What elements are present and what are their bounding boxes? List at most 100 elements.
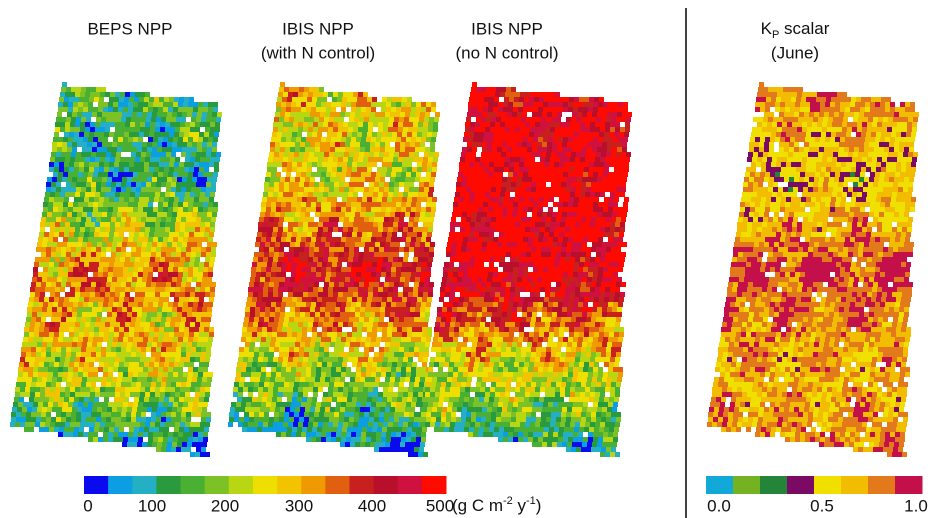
map-pixel xyxy=(412,332,417,337)
map-pixel xyxy=(154,132,159,137)
map-pixel xyxy=(368,422,373,427)
map-pixel xyxy=(420,442,425,447)
map-pixel xyxy=(53,207,58,212)
map-pixel xyxy=(422,262,427,267)
map-pixel xyxy=(366,337,371,342)
map-pixel xyxy=(183,202,188,207)
map-pixel xyxy=(385,407,390,412)
map-pixel xyxy=(278,292,283,297)
map-pixel xyxy=(345,147,350,152)
map-pixel xyxy=(279,217,284,222)
map-pixel xyxy=(77,377,82,382)
map-pixel xyxy=(394,282,399,287)
map-pixel xyxy=(78,202,83,207)
map-pixel xyxy=(528,107,533,112)
map-pixel xyxy=(64,232,69,237)
map-pixel xyxy=(346,432,351,437)
map-pixel xyxy=(156,317,161,322)
map-pixel xyxy=(142,407,147,412)
map-pixel xyxy=(186,152,191,157)
map-pixel xyxy=(331,432,336,437)
map-pixel xyxy=(313,192,318,197)
map-pixel xyxy=(114,162,119,167)
map-pixel xyxy=(375,277,380,282)
map-pixel xyxy=(160,392,165,397)
map-pixel xyxy=(199,132,204,137)
map-pixel xyxy=(397,362,402,367)
map-pixel xyxy=(360,442,365,447)
map-pixel xyxy=(398,222,403,227)
map-pixel xyxy=(426,337,431,342)
map-pixel xyxy=(154,197,159,202)
map-pixel xyxy=(197,312,202,317)
map-pixel xyxy=(421,337,426,342)
map-pixel xyxy=(141,282,146,287)
map-pixel xyxy=(273,322,278,327)
map-pixel xyxy=(57,242,62,247)
map-pixel xyxy=(331,202,336,207)
map-pixel xyxy=(369,187,374,192)
map-pixel xyxy=(175,222,180,227)
map-pixel xyxy=(25,322,30,327)
map-pixel xyxy=(192,212,197,217)
map-pixel xyxy=(304,347,309,352)
map-pixel xyxy=(211,187,216,192)
map-pixel xyxy=(406,207,411,212)
map-pixel xyxy=(416,302,421,307)
map-pixel xyxy=(160,222,165,227)
map-pixel xyxy=(358,157,363,162)
map-pixel xyxy=(411,337,416,342)
map-pixel xyxy=(124,162,129,167)
map-pixel xyxy=(417,297,422,302)
map-pixel xyxy=(292,362,297,367)
map-pixel xyxy=(382,262,387,267)
map-pixel xyxy=(76,87,81,92)
map-pixel xyxy=(421,272,426,277)
map-pixel xyxy=(137,312,142,317)
map-pixel xyxy=(331,267,336,272)
map-pixel xyxy=(250,307,255,312)
map-pixel xyxy=(100,357,105,362)
map-pixel xyxy=(424,252,429,257)
map-pixel xyxy=(59,362,64,367)
map-pixel xyxy=(278,157,283,162)
map-pixel xyxy=(395,442,400,447)
map-pixel xyxy=(64,197,69,202)
map-pixel xyxy=(181,182,186,187)
map-pixel xyxy=(588,107,593,112)
map-pixel xyxy=(151,317,156,322)
map-pixel xyxy=(206,187,211,192)
map-pixel xyxy=(149,327,154,332)
map-pixel xyxy=(434,117,439,122)
map-pixel xyxy=(381,302,386,307)
map-pixel xyxy=(116,282,121,287)
map-pixel xyxy=(317,362,322,367)
map-pixel xyxy=(150,322,155,327)
map-pixel xyxy=(151,217,156,222)
map-pixel xyxy=(109,132,114,137)
map-pixel xyxy=(405,312,410,317)
map-pixel xyxy=(379,187,384,192)
map-pixel xyxy=(96,317,101,322)
map-pixel xyxy=(212,147,217,152)
map-pixel xyxy=(380,142,385,147)
map-pixel xyxy=(305,312,310,317)
map-pixel xyxy=(165,287,170,292)
map-pixel xyxy=(104,232,109,237)
map-pixel xyxy=(351,337,356,342)
map-pixel xyxy=(383,292,388,297)
map-pixel xyxy=(403,222,408,227)
map-pixel xyxy=(186,217,191,222)
map-pixel xyxy=(60,322,65,327)
map-pixel xyxy=(321,202,326,207)
map-pixel xyxy=(55,257,60,262)
map-pixel xyxy=(185,192,190,197)
map-pixel xyxy=(398,192,403,197)
map-pixel xyxy=(163,207,168,212)
map-pixel xyxy=(94,327,99,332)
map-pixel xyxy=(203,302,208,307)
map-pixel xyxy=(278,222,283,227)
map-pixel xyxy=(341,107,346,112)
map-pixel xyxy=(126,187,131,192)
map-pixel xyxy=(102,177,107,182)
